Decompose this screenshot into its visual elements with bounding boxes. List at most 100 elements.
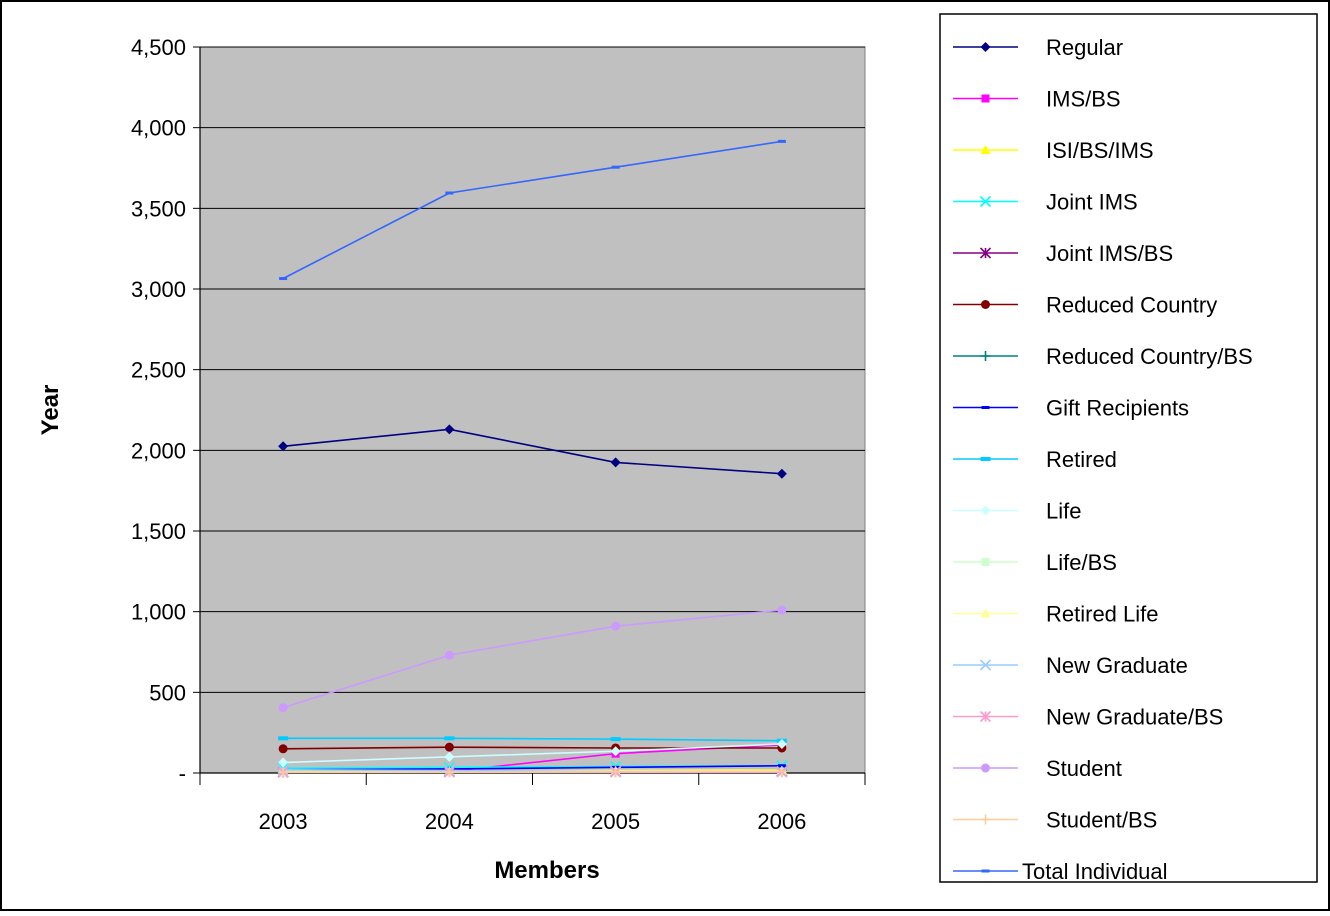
- data-point: [611, 621, 621, 631]
- legend-entry: Regular: [953, 35, 1123, 60]
- series-line: [283, 764, 782, 771]
- legend-entry: Student/BS: [953, 808, 1157, 833]
- y-tick-label: 3,500: [131, 196, 186, 221]
- series-group: [277, 139, 788, 778]
- data-point: [979, 247, 992, 259]
- x-tick-label: 2004: [425, 809, 474, 834]
- legend-entry: IMS/BS: [953, 87, 1121, 112]
- legend-label: Retired: [1046, 447, 1117, 472]
- legend-entry: Student: [953, 756, 1122, 781]
- data-point: [444, 742, 454, 752]
- x-tick-label: 2005: [591, 809, 640, 834]
- legend-label: Joint IMS: [1046, 190, 1138, 215]
- data-point: [979, 659, 992, 671]
- legend-entry: Reduced Country: [953, 293, 1217, 318]
- legend-label: Reduced Country/BS: [1046, 344, 1253, 369]
- data-point: [444, 736, 455, 741]
- y-axis-title: Year: [37, 385, 64, 436]
- data-point: [777, 605, 787, 615]
- data-point: [278, 744, 288, 754]
- data-point: [981, 406, 990, 409]
- data-point: [611, 165, 620, 169]
- legend-label: Reduced Country: [1046, 293, 1217, 318]
- series-line: [283, 743, 782, 764]
- legend-entry: Life/BS: [953, 550, 1117, 575]
- series-line: [283, 737, 782, 742]
- legend-label: Total Individual: [1022, 859, 1168, 884]
- y-tick-label: 1,000: [131, 600, 186, 625]
- legend-entry: Life: [953, 499, 1081, 524]
- y-tick-label: 4,500: [131, 35, 186, 60]
- data-point: [979, 710, 992, 723]
- data-point: [776, 468, 787, 479]
- data-point: [980, 351, 991, 361]
- data-point: [444, 650, 454, 660]
- legend-label: Life/BS: [1046, 550, 1117, 575]
- legend-label: Regular: [1046, 35, 1123, 60]
- legend-entry: Total Individual: [953, 859, 1168, 884]
- series-student-bs: [278, 766, 787, 778]
- x-tick-label: 2003: [259, 809, 308, 834]
- data-point: [444, 424, 455, 435]
- data-point: [776, 738, 787, 749]
- data-point: [980, 42, 991, 52]
- legend-entry: Gift Recipients: [953, 396, 1189, 421]
- data-point: [981, 300, 990, 309]
- legend-entry: Joint IMS: [953, 190, 1138, 215]
- data-point: [279, 277, 288, 281]
- axis-labels: Members Year: [37, 385, 600, 884]
- data-point: [610, 766, 621, 777]
- data-point: [981, 558, 990, 566]
- y-tick-label: 2,500: [131, 358, 186, 383]
- y-tick-label: 500: [149, 680, 186, 705]
- data-point: [278, 767, 289, 778]
- legend-label: Joint IMS/BS: [1046, 241, 1173, 266]
- y-tick-label: 4,000: [131, 116, 186, 141]
- data-point: [980, 608, 991, 618]
- legend-entry: Joint IMS/BS: [953, 241, 1173, 266]
- series-total-individual: [279, 139, 786, 281]
- series-regular: [278, 424, 787, 479]
- x-tick-label: 2006: [757, 809, 806, 834]
- data-point: [444, 767, 455, 778]
- x-axis-title: Members: [494, 857, 599, 884]
- data-point: [981, 763, 990, 773]
- legend: Regular IMS/BS ISI/BS/IMS Joint IMS Joint IM…: [953, 35, 1253, 884]
- data-point: [980, 505, 991, 516]
- data-point: [979, 195, 992, 208]
- data-point: [610, 737, 621, 742]
- legend-label: Student/BS: [1046, 808, 1157, 833]
- legend-entry: New Graduate: [953, 653, 1188, 678]
- data-point: [278, 703, 288, 713]
- y-tick-label: 1,500: [131, 519, 186, 544]
- data-point: [444, 751, 455, 762]
- series-student: [278, 605, 787, 713]
- legend-label: New Graduate/BS: [1046, 705, 1223, 730]
- legend-entry: New Graduate/BS: [953, 705, 1223, 730]
- legend-label: ISI/BS/IMS: [1046, 138, 1154, 163]
- legend-label: IMS/BS: [1046, 87, 1121, 112]
- legend-label: New Graduate: [1046, 653, 1188, 678]
- legend-label: Student: [1046, 756, 1122, 781]
- data-point: [980, 457, 991, 461]
- data-point: [278, 757, 289, 768]
- legend-entry: Retired Life: [953, 602, 1159, 627]
- data-point: [278, 441, 289, 452]
- series-line: [282, 140, 782, 280]
- legend-entry: ISI/BS/IMS: [953, 138, 1154, 163]
- legend-box: [939, 13, 1318, 883]
- data-point: [776, 766, 787, 777]
- series-line: [283, 770, 782, 773]
- data-point: [610, 746, 621, 757]
- data-point: [445, 191, 454, 195]
- data-point: [980, 814, 991, 825]
- legend-label: Gift Recipients: [1046, 396, 1189, 421]
- axes: - 500 1,000 1,500 2,000 2,500 3,000 3,500 4,000 4…: [131, 35, 866, 834]
- data-point: [981, 869, 990, 873]
- y-tick-label: -: [179, 761, 186, 786]
- y-tick-label: 2,000: [131, 438, 186, 463]
- data-point: [278, 736, 289, 741]
- y-tick-label: 3,000: [131, 277, 186, 302]
- data-point: [981, 94, 990, 103]
